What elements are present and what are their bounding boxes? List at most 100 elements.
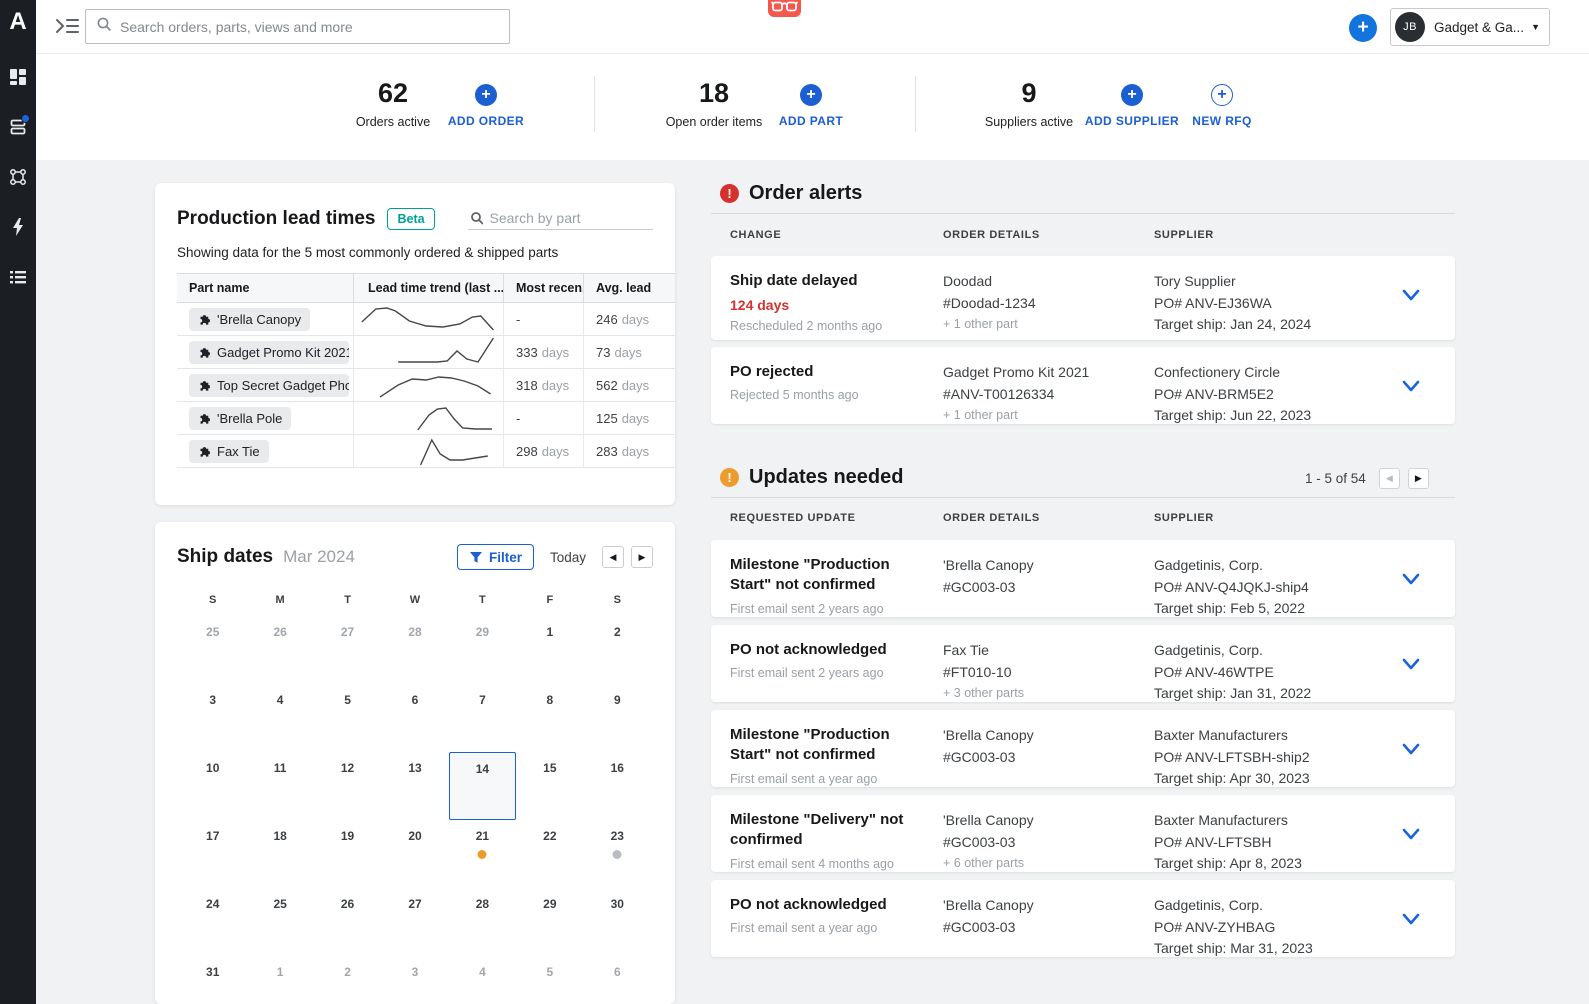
alert-icon: ! <box>720 184 739 203</box>
part-pill[interactable]: 'Brella Canopy <box>189 307 311 331</box>
part-pill[interactable]: 'Brella Pole <box>189 406 292 430</box>
part-name: 'Brella Canopy <box>943 897 1034 913</box>
calendar-day[interactable]: 22 <box>516 820 583 888</box>
add-order-button[interactable]: + ADD ORDER <box>447 84 525 128</box>
calendar-day[interactable]: 5 <box>516 956 583 1004</box>
sidebar-item-orders[interactable] <box>0 110 36 144</box>
pagination-next-button[interactable]: ▶ <box>1407 468 1429 489</box>
calendar-day[interactable]: 28 <box>381 616 448 684</box>
part-pill[interactable]: Top Secret Gadget Pho <box>189 373 349 397</box>
calendar-day[interactable]: 11 <box>246 752 313 820</box>
order-row-card[interactable]: PO rejected Rejected 5 months ago Gadget P… <box>711 347 1455 424</box>
filter-button[interactable]: Filter <box>456 544 534 570</box>
expand-chevron-icon[interactable] <box>1401 288 1421 302</box>
calendar-day[interactable]: 31 <box>179 956 246 1004</box>
order-row-card[interactable]: Ship date delayed 124 days Rescheduled 2 m… <box>711 256 1455 340</box>
sidebar-collapse-icon[interactable] <box>54 15 80 39</box>
calendar-day[interactable]: 24 <box>179 888 246 956</box>
calendar-day[interactable]: 26 <box>314 888 381 956</box>
pagination-prev-button[interactable]: ◀ <box>1378 468 1400 489</box>
calendar-day[interactable]: 20 <box>381 820 448 888</box>
calendar-day[interactable]: 25 <box>179 616 246 684</box>
most-recent-cell: 298 days <box>504 435 584 467</box>
calendar-day[interactable]: 21 <box>449 820 516 888</box>
calendar-day[interactable]: 29 <box>449 616 516 684</box>
sidebar-item-automations[interactable] <box>0 210 36 244</box>
part-pill[interactable]: Gadget Promo Kit 2021 <box>189 340 349 364</box>
expand-chevron-icon[interactable] <box>1401 742 1421 756</box>
part-search-input[interactable] <box>489 210 651 226</box>
calendar-day[interactable]: 2 <box>314 956 381 1004</box>
row-meta: First email sent a year ago <box>730 921 878 936</box>
calendar-day[interactable]: 18 <box>246 820 313 888</box>
today-button[interactable]: Today <box>549 549 586 565</box>
calendar-day[interactable]: 10 <box>179 752 246 820</box>
order-row-card[interactable]: PO not acknowledged First email sent 2 ye… <box>711 625 1455 702</box>
calendar-day[interactable]: 23 <box>584 820 651 888</box>
glasses-extension-badge[interactable] <box>768 0 801 17</box>
calendar-day[interactable]: 9 <box>584 684 651 752</box>
calendar-day[interactable]: 1 <box>516 616 583 684</box>
plus-circle-outline-icon: + <box>1211 84 1233 106</box>
sidebar-item-parts[interactable] <box>0 160 36 194</box>
expand-chevron-icon[interactable] <box>1401 827 1421 841</box>
open-items-value: 18 <box>698 78 730 108</box>
calendar-day[interactable]: 15 <box>516 752 583 820</box>
global-search-input[interactable] <box>120 18 499 35</box>
part-pill[interactable]: Fax Tie <box>189 439 269 463</box>
calendar-day[interactable]: 27 <box>314 616 381 684</box>
sidebar-item-views[interactable] <box>0 260 36 294</box>
add-part-button[interactable]: + ADD PART <box>778 84 844 128</box>
calendar-day[interactable]: 8 <box>516 684 583 752</box>
order-details-column: Fax Tie #FT010-10 + 3 other parts <box>943 640 1139 700</box>
calendar-day[interactable]: 4 <box>449 956 516 1004</box>
calendar-day[interactable]: 25 <box>246 888 313 956</box>
sidebar-item-dashboard[interactable] <box>0 60 36 94</box>
supplier-line: PO# ANV-46WTPE <box>1154 663 1274 680</box>
calendar-day[interactable]: 12 <box>314 752 381 820</box>
calendar-day[interactable]: 13 <box>381 752 448 820</box>
supplier-line: Target ship: Jan 31, 2022 <box>1154 685 1312 702</box>
expand-chevron-icon[interactable] <box>1401 912 1421 926</box>
new-rfq-button[interactable]: + NEW RFQ <box>1192 84 1252 128</box>
add-supplier-button[interactable]: + ADD SUPPLIER <box>1084 84 1180 128</box>
calendar-day-number: 22 <box>543 829 557 843</box>
calendar-day[interactable]: 6 <box>381 684 448 752</box>
calendar-day-number: 26 <box>273 625 287 639</box>
days-unit: days <box>621 410 650 426</box>
calendar-day[interactable]: 2 <box>584 616 651 684</box>
calendar-day[interactable]: 30 <box>584 888 651 956</box>
calendar-day[interactable]: 17 <box>179 820 246 888</box>
expand-chevron-icon[interactable] <box>1401 572 1421 586</box>
calendar-day[interactable]: 19 <box>314 820 381 888</box>
avg-lead-cell: 283 days <box>584 435 675 467</box>
part-name: 'Brella Canopy <box>943 727 1034 743</box>
calendar-day[interactable]: 28 <box>449 888 516 956</box>
calendar-day[interactable]: 26 <box>246 616 313 684</box>
calendar-day[interactable]: 7 <box>449 684 516 752</box>
calendar-day[interactable]: 3 <box>179 684 246 752</box>
calendar-day[interactable]: 3 <box>381 956 448 1004</box>
row-meta: First email sent 2 years ago <box>730 601 884 616</box>
calendar-prev-button[interactable]: ◀ <box>602 546 624 568</box>
account-menu[interactable]: JB Gadget & Ga... ▼ <box>1390 8 1550 46</box>
order-row-card[interactable]: Milestone "Production Start" not confirm… <box>711 710 1455 787</box>
calendar-day[interactable]: 6 <box>584 956 651 1004</box>
calendar-day[interactable]: 27 <box>381 888 448 956</box>
calendar-day[interactable]: 1 <box>246 956 313 1004</box>
expand-chevron-icon[interactable] <box>1401 657 1421 671</box>
order-row-card[interactable]: PO not acknowledged First email sent a ye… <box>711 880 1455 957</box>
search-icon <box>96 16 112 37</box>
order-row-card[interactable]: Milestone "Production Start" not confirm… <box>711 540 1455 617</box>
calendar-day[interactable]: 5 <box>314 684 381 752</box>
calendar-day[interactable]: 16 <box>584 752 651 820</box>
days-value: - <box>516 410 521 426</box>
calendar-day[interactable]: 29 <box>516 888 583 956</box>
quick-add-button[interactable]: + <box>1349 14 1377 42</box>
order-row-card[interactable]: Milestone "Delivery" not confirmed First … <box>711 795 1455 872</box>
calendar-next-button[interactable]: ▶ <box>631 546 653 568</box>
calendar-day-selected[interactable]: 14 <box>448 752 517 820</box>
expand-chevron-icon[interactable] <box>1401 379 1421 393</box>
calendar-day[interactable]: 4 <box>246 684 313 752</box>
